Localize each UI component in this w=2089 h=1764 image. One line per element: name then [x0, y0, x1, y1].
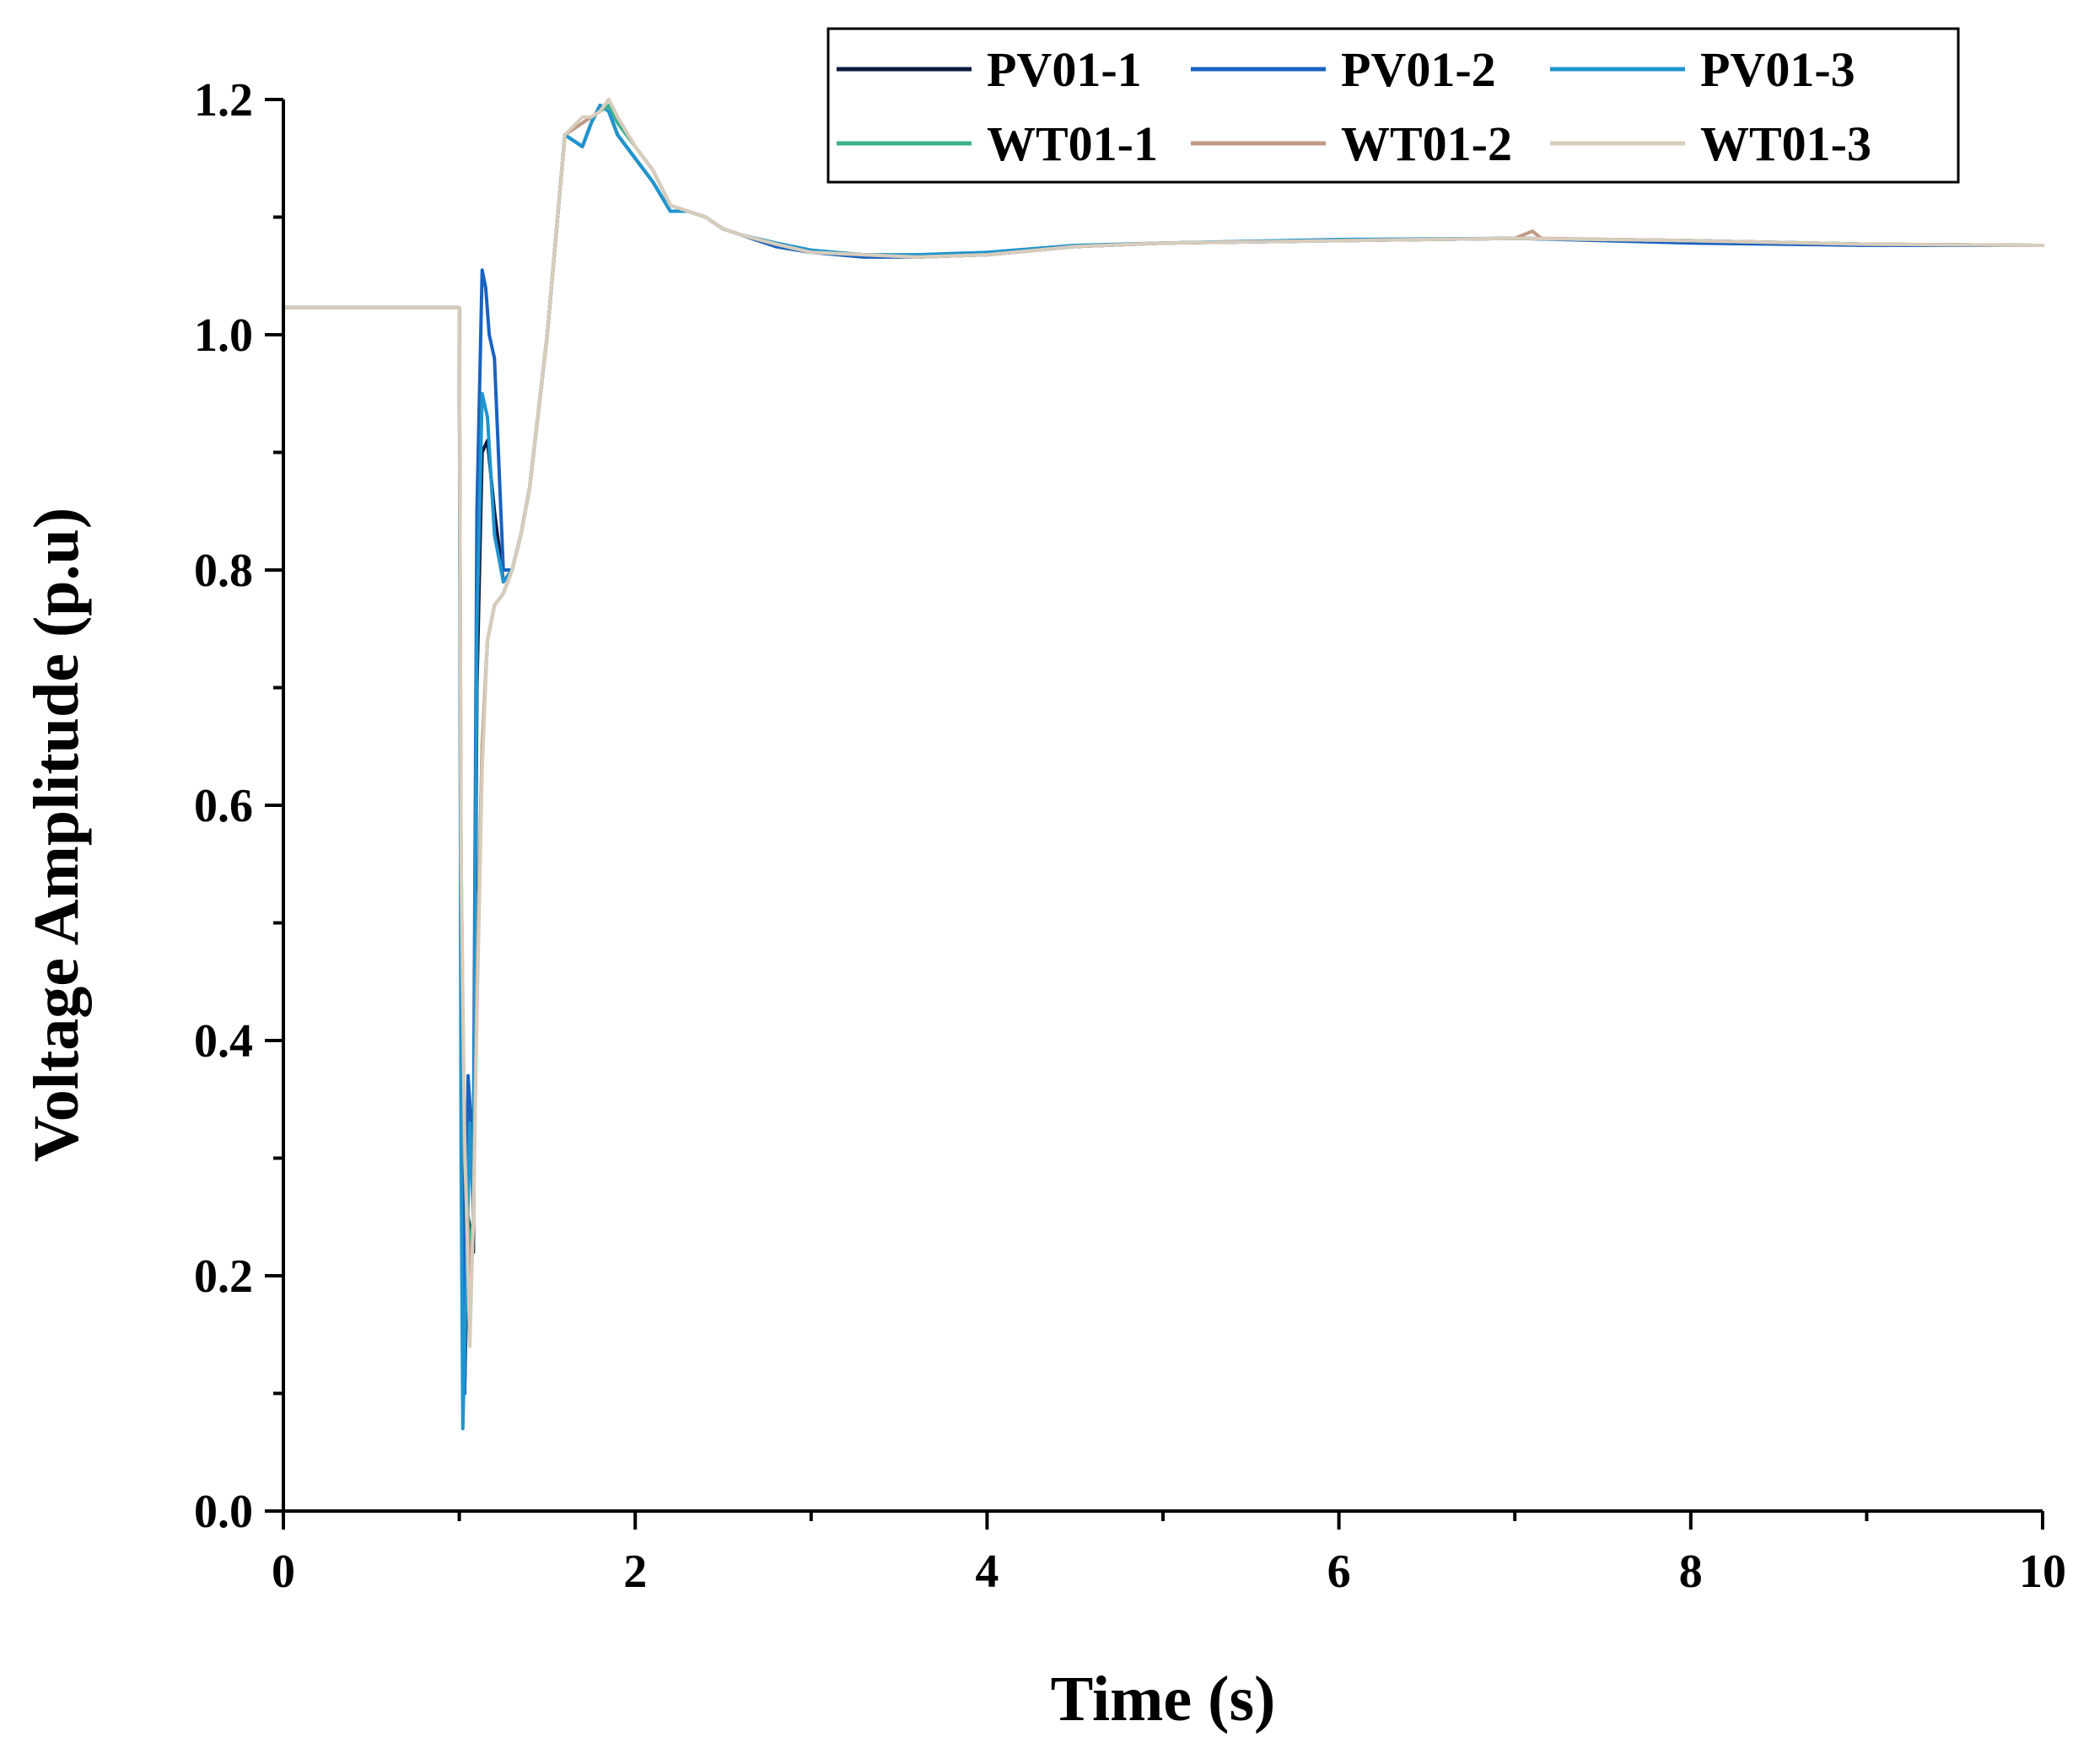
y-axis-title: Voltage Amplitude (p.u) [21, 508, 92, 1162]
y-tick-label: 0.4 [194, 1015, 253, 1068]
series-line-wt01-3 [282, 98, 2044, 1348]
series-line-pv01-3 [282, 104, 2044, 1431]
legend-label-pv01-2: PV01-2 [1341, 42, 1496, 97]
y-tick-label: 0.8 [194, 545, 253, 597]
y-tick-label: 0.0 [194, 1486, 253, 1538]
x-tick-label: 2 [623, 1546, 647, 1598]
legend-box [826, 27, 1960, 184]
legend-label-wt01-1: WT01-1 [987, 116, 1158, 171]
y-tick-label: 0.6 [194, 780, 253, 832]
y-tick-label: 1.2 [194, 74, 253, 126]
legend-label-wt01-2: WT01-2 [1341, 116, 1512, 171]
x-tick-label: 10 [2019, 1546, 2066, 1598]
x-tick-label: 4 [975, 1546, 999, 1598]
legend-label-pv01-1: PV01-1 [987, 42, 1142, 97]
legend-label-wt01-3: WT01-3 [1700, 116, 1871, 171]
x-tick-label: 0 [272, 1546, 295, 1598]
y-tick-label: 1.0 [194, 309, 253, 362]
x-tick-label: 8 [1679, 1546, 1703, 1598]
y-tick-label: 0.2 [194, 1250, 253, 1303]
legend-label-pv01-3: PV01-3 [1700, 42, 1855, 97]
series-layer [282, 98, 2044, 1431]
ticks-layer: 0 2 4 6 8 10 0.0 0.2 0.4 0.6 0.8 1.0 1.2 [194, 74, 2066, 1598]
x-tick-label: 6 [1327, 1546, 1351, 1598]
legend: PV01-1 PV01-2 PV01-3 WT01-1 WT01-2 WT01-3 [826, 27, 1960, 184]
x-axis-title: Time (s) [1051, 1664, 1276, 1734]
